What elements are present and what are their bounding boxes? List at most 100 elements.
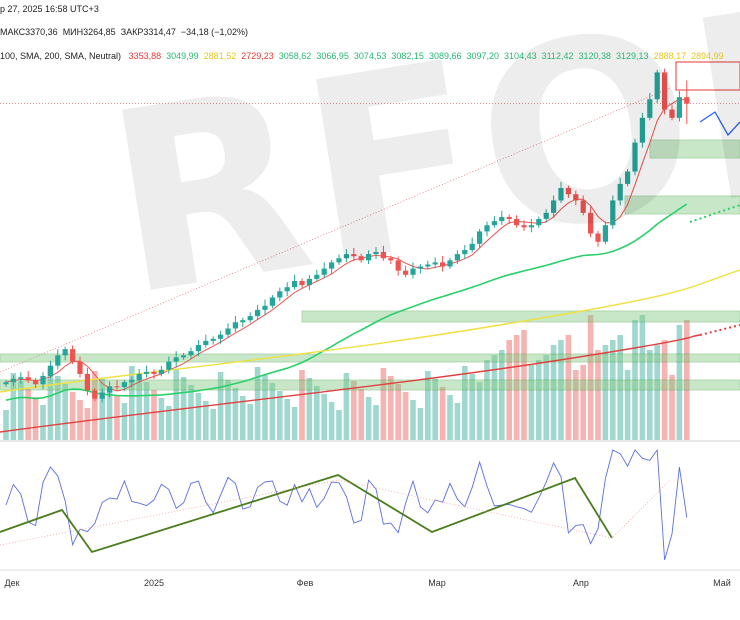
candle-body (25, 377, 31, 381)
ohlc-value-0: МАКС3370,36 (0, 27, 58, 37)
volume-bar (262, 375, 268, 440)
sma-long-line (0, 334, 701, 433)
volume-bar (277, 391, 283, 440)
x-tick-label: Апр (573, 578, 589, 588)
indicator-value-4: 3058,62 (278, 51, 312, 61)
volume-bar (321, 394, 327, 440)
volume-bar (476, 382, 483, 440)
volume-bar (18, 381, 24, 440)
volume-bar (358, 389, 364, 440)
volume-bar (32, 397, 39, 440)
volume-bar (351, 381, 357, 440)
candle-body (166, 361, 172, 370)
header-indicators: 100, SMA, 200, SMA, Neutral) 3353,88 3049… (0, 51, 729, 61)
ohlc-value-3: −34,18 (−1,02%) (180, 27, 248, 37)
x-tick-label: Дек (4, 578, 19, 588)
candle-body (506, 216, 512, 220)
candle-body (173, 357, 179, 362)
volume-bar (247, 404, 253, 440)
candle-body (284, 287, 290, 292)
candles (3, 68, 690, 403)
header-datetime: р 27, 2025 16:58 UTC+3 (0, 4, 99, 14)
support-zones (0, 61, 740, 391)
candle-body (299, 280, 305, 286)
volume-bar (151, 390, 157, 440)
zigzag-line (0, 474, 613, 554)
volume-bar (173, 369, 179, 440)
candle-body (662, 72, 668, 110)
candle-body (129, 380, 135, 383)
time-axis: Дек 2025 Фев Мар Апр Май (4, 578, 730, 588)
candle-body (203, 340, 209, 345)
candle-body (625, 171, 631, 184)
candle-body (395, 260, 401, 271)
forecast-line (699, 111, 740, 137)
volume-bar (69, 392, 76, 440)
candle-body (654, 72, 660, 100)
candle-body (84, 373, 90, 391)
candle-body (684, 97, 690, 104)
volume-bar (380, 368, 387, 440)
volume-bar (447, 395, 453, 440)
volume-bar (129, 366, 135, 440)
ohlc-value-1: МИН3264,85 (62, 27, 116, 37)
volume-bar (617, 335, 623, 440)
candle-body (99, 392, 105, 399)
candle-body (277, 291, 283, 298)
indicator-value-3: 2729,23 (241, 51, 274, 61)
candle-body (336, 258, 342, 263)
volume-bar (669, 375, 675, 440)
candle-body (121, 382, 127, 388)
candle-body (565, 188, 571, 195)
volume-bar (121, 403, 128, 440)
volume-bar (647, 350, 653, 440)
candle-body (462, 250, 468, 255)
volume-bar (388, 376, 394, 440)
volume-bar (558, 340, 564, 440)
candle-body (676, 97, 682, 118)
candle-body (610, 200, 616, 226)
candle-body (373, 252, 379, 255)
candle-body (210, 338, 216, 341)
volume-bar (195, 393, 202, 440)
candle-body (617, 183, 623, 201)
candle-body (528, 225, 534, 228)
support-zone (0, 379, 740, 391)
volume-bar (143, 382, 150, 440)
volume-bar (462, 366, 468, 440)
candle-body (595, 233, 601, 242)
candle-body (195, 345, 201, 352)
moving-averages (0, 98, 740, 433)
candle-body (158, 369, 164, 374)
candle-body (55, 355, 61, 366)
candle-body (469, 243, 475, 250)
candle-body (447, 260, 453, 267)
ohlc-value-2: ЗАКР3314,47 (120, 27, 176, 37)
candle-body (669, 109, 675, 118)
sma-fast-line (5, 98, 687, 392)
candle-body (181, 355, 187, 358)
volume-bar (158, 398, 165, 440)
volume-bar (543, 355, 549, 440)
candle-body (491, 221, 497, 226)
volume-bar (536, 360, 542, 440)
candle-body (536, 219, 542, 226)
candle-body (188, 351, 194, 356)
volume-bar (639, 315, 646, 440)
volume-bar (402, 392, 409, 440)
volume-bar (291, 407, 298, 440)
candle-body (225, 328, 231, 335)
candle-body (262, 305, 268, 310)
volume-bar (610, 340, 616, 440)
volume-bar (92, 371, 98, 440)
candle-body (247, 316, 253, 321)
candle-body (558, 188, 564, 201)
candle-body (114, 386, 120, 388)
volume-bar (188, 385, 194, 440)
volume-bar (77, 400, 83, 440)
candle-body (232, 322, 238, 329)
volume-bar (395, 384, 401, 440)
candle-body (588, 212, 594, 234)
x-tick-label: Мар (428, 578, 446, 588)
